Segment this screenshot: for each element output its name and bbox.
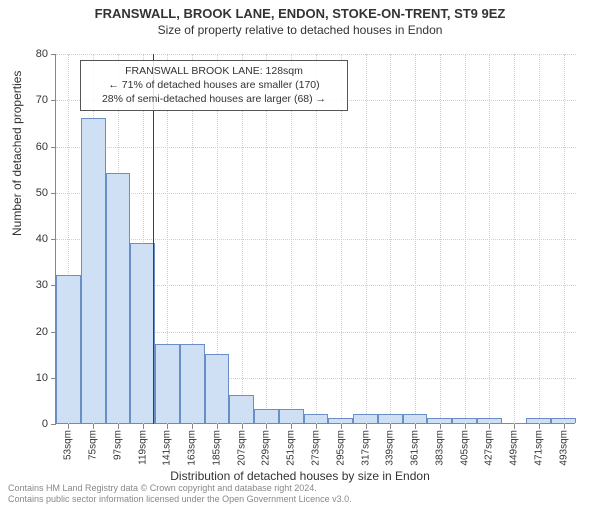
x-tick-label: 471sqm — [533, 430, 544, 466]
x-tick-mark — [192, 424, 193, 429]
histogram-bar — [304, 414, 329, 423]
footer-line-2: Contains public sector information licen… — [8, 494, 352, 504]
histogram-bar — [452, 418, 477, 423]
grid-line-v — [465, 54, 466, 424]
grid-line-v — [440, 54, 441, 424]
y-tick-label: 40 — [18, 233, 48, 245]
y-tick-mark — [51, 424, 56, 425]
x-tick-label: 295sqm — [335, 430, 346, 466]
grid-line-v — [366, 54, 367, 424]
y-tick-mark — [51, 54, 56, 55]
chart-title-main: FRANSWALL, BROOK LANE, ENDON, STOKE-ON-T… — [0, 6, 600, 21]
histogram-bar — [254, 409, 279, 423]
histogram-bar — [328, 418, 353, 423]
x-tick-label: 53sqm — [63, 430, 74, 460]
x-tick-label: 339sqm — [385, 430, 396, 466]
histogram-bar — [353, 414, 378, 423]
x-tick-label: 383sqm — [434, 430, 445, 466]
grid-line-v — [564, 54, 565, 424]
x-tick-mark — [266, 424, 267, 429]
x-tick-mark — [440, 424, 441, 429]
x-tick-mark — [143, 424, 144, 429]
annotation-box: FRANSWALL BROOK LANE: 128sqm← 71% of det… — [80, 60, 348, 111]
histogram-bar — [106, 173, 131, 423]
footer-attribution: Contains HM Land Registry data © Crown c… — [8, 483, 352, 504]
histogram-bar — [526, 418, 551, 423]
annotation-line-2: ← 71% of detached houses are smaller (17… — [87, 78, 341, 92]
histogram-bar — [205, 354, 230, 423]
grid-line-v — [514, 54, 515, 424]
x-tick-label: 493sqm — [558, 430, 569, 466]
x-tick-mark — [415, 424, 416, 429]
y-tick-label: 10 — [18, 372, 48, 384]
x-tick-label: 207sqm — [236, 430, 247, 466]
chart-area: 0102030405060708053sqm75sqm97sqm119sqm14… — [55, 54, 575, 424]
x-tick-mark — [514, 424, 515, 429]
y-tick-mark — [51, 100, 56, 101]
x-tick-mark — [539, 424, 540, 429]
x-tick-mark — [167, 424, 168, 429]
y-tick-mark — [51, 147, 56, 148]
x-tick-mark — [291, 424, 292, 429]
histogram-bar — [551, 418, 576, 423]
x-tick-label: 427sqm — [484, 430, 495, 466]
histogram-bar — [56, 275, 81, 423]
plot-region: 0102030405060708053sqm75sqm97sqm119sqm14… — [55, 54, 575, 424]
histogram-bar — [427, 418, 452, 423]
y-tick-mark — [51, 239, 56, 240]
x-tick-mark — [242, 424, 243, 429]
grid-line-v — [390, 54, 391, 424]
x-tick-mark — [341, 424, 342, 429]
x-tick-label: 163sqm — [187, 430, 198, 466]
x-tick-label: 119sqm — [137, 430, 148, 465]
x-tick-label: 361sqm — [410, 430, 421, 466]
x-tick-mark — [564, 424, 565, 429]
x-tick-mark — [93, 424, 94, 429]
x-tick-mark — [217, 424, 218, 429]
histogram-bar — [229, 395, 254, 423]
x-tick-mark — [489, 424, 490, 429]
chart-title-sub: Size of property relative to detached ho… — [0, 23, 600, 37]
x-tick-label: 317sqm — [360, 430, 371, 466]
x-tick-mark — [68, 424, 69, 429]
histogram-bar — [403, 414, 428, 423]
x-axis-label: Distribution of detached houses by size … — [0, 469, 600, 483]
y-tick-label: 50 — [18, 187, 48, 199]
annotation-line-1: FRANSWALL BROOK LANE: 128sqm — [87, 64, 341, 78]
histogram-bar — [130, 243, 155, 423]
y-tick-label: 60 — [18, 141, 48, 153]
histogram-bar — [155, 344, 180, 423]
footer-line-1: Contains HM Land Registry data © Crown c… — [8, 483, 352, 493]
grid-line-v — [489, 54, 490, 424]
x-tick-label: 75sqm — [88, 430, 99, 460]
x-tick-label: 449sqm — [509, 430, 520, 466]
histogram-bar — [180, 344, 205, 423]
x-tick-label: 141sqm — [162, 430, 173, 466]
x-tick-label: 229sqm — [261, 430, 272, 466]
histogram-bar — [477, 418, 502, 423]
y-tick-label: 70 — [18, 94, 48, 106]
y-tick-label: 80 — [18, 48, 48, 60]
x-tick-mark — [390, 424, 391, 429]
x-tick-mark — [465, 424, 466, 429]
x-tick-mark — [316, 424, 317, 429]
x-tick-label: 405sqm — [459, 430, 470, 466]
x-tick-label: 185sqm — [211, 430, 222, 466]
x-tick-mark — [366, 424, 367, 429]
x-tick-label: 251sqm — [286, 430, 297, 466]
x-tick-label: 273sqm — [311, 430, 322, 466]
histogram-bar — [279, 409, 304, 423]
x-tick-mark — [118, 424, 119, 429]
y-tick-mark — [51, 193, 56, 194]
histogram-bar — [378, 414, 403, 423]
annotation-line-3: 28% of semi-detached houses are larger (… — [87, 92, 341, 106]
grid-line-v — [415, 54, 416, 424]
histogram-bar — [81, 118, 106, 423]
y-tick-label: 20 — [18, 326, 48, 338]
grid-line-v — [539, 54, 540, 424]
y-tick-label: 30 — [18, 279, 48, 291]
y-tick-label: 0 — [18, 418, 48, 430]
x-tick-label: 97sqm — [112, 430, 123, 460]
